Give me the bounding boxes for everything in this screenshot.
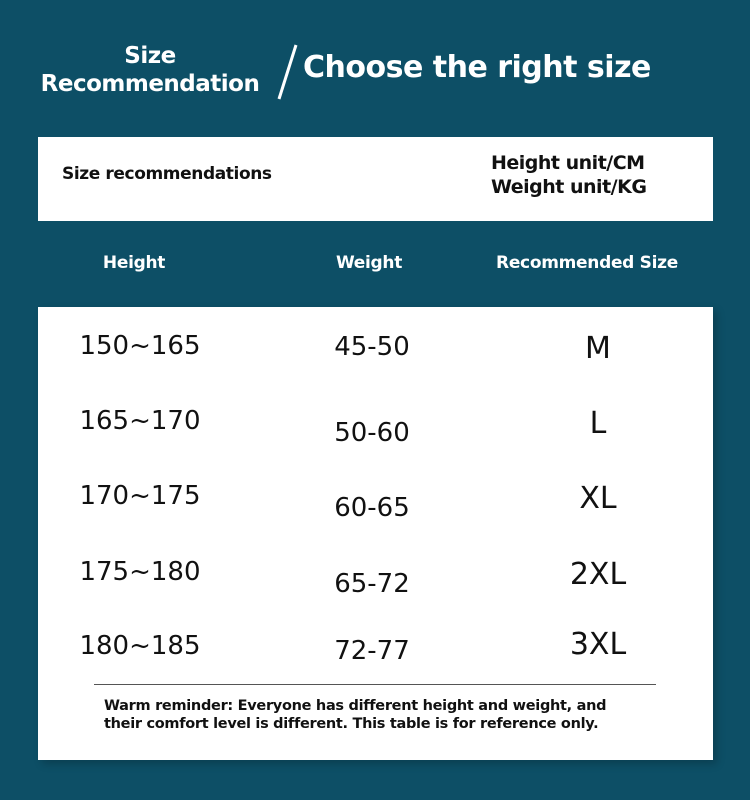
- reminder-line-2: their comfort level is different. This t…: [104, 716, 599, 732]
- height-cell: 150~165: [79, 331, 201, 361]
- divider: [94, 684, 656, 685]
- table-row: 150~165 45-50 M: [38, 331, 713, 391]
- column-header-size: Recommended Size: [496, 253, 678, 273]
- weight-cell: 45-50: [334, 332, 410, 362]
- size-cell: 2XL: [569, 557, 627, 592]
- height-cell: 180~185: [79, 631, 201, 661]
- page-title: Choose the right size: [303, 50, 651, 85]
- size-cell: M: [585, 331, 611, 366]
- height-unit: Height unit/CM: [491, 152, 645, 174]
- title-size-recommendation: Size Recommendation: [30, 42, 270, 98]
- title-line-1: Size: [124, 43, 176, 69]
- title-line-2: Recommendation: [40, 71, 260, 97]
- weight-cell: 65-72: [334, 569, 410, 599]
- table-header: Height Weight Recommended Size: [38, 221, 713, 307]
- table-row: 165~170 50-60 L: [38, 406, 713, 466]
- column-header-weight: Weight: [335, 253, 403, 273]
- table-row: 170~175 60-65 XL: [38, 481, 713, 541]
- units-info: Height unit/CM Weight unit/KG: [491, 151, 647, 199]
- units-card: Size recommendations Height unit/CM Weig…: [38, 137, 713, 221]
- height-cell: 165~170: [79, 406, 201, 436]
- height-cell: 170~175: [79, 481, 201, 511]
- weight-cell: 72-77: [334, 636, 410, 666]
- card-label: Size recommendations: [62, 164, 272, 184]
- table-row: 180~185 72-77 3XL: [38, 627, 713, 691]
- column-header-height: Height: [102, 253, 166, 273]
- size-cell: XL: [579, 481, 617, 516]
- size-cell: 3XL: [569, 627, 627, 662]
- height-cell: 175~180: [79, 557, 201, 587]
- weight-cell: 50-60: [334, 418, 410, 448]
- weight-cell: 60-65: [334, 493, 410, 523]
- slash-divider: [277, 44, 298, 100]
- warm-reminder: Warm reminder: Everyone has different he…: [104, 697, 607, 733]
- weight-unit: Weight unit/KG: [491, 176, 647, 198]
- reminder-line-1: Warm reminder: Everyone has different he…: [104, 698, 607, 714]
- size-table: 150~165 45-50 M 165~170 50-60 L 170~175 …: [38, 307, 713, 760]
- size-cell: L: [589, 406, 607, 441]
- table-row: 175~180 65-72 2XL: [38, 557, 713, 617]
